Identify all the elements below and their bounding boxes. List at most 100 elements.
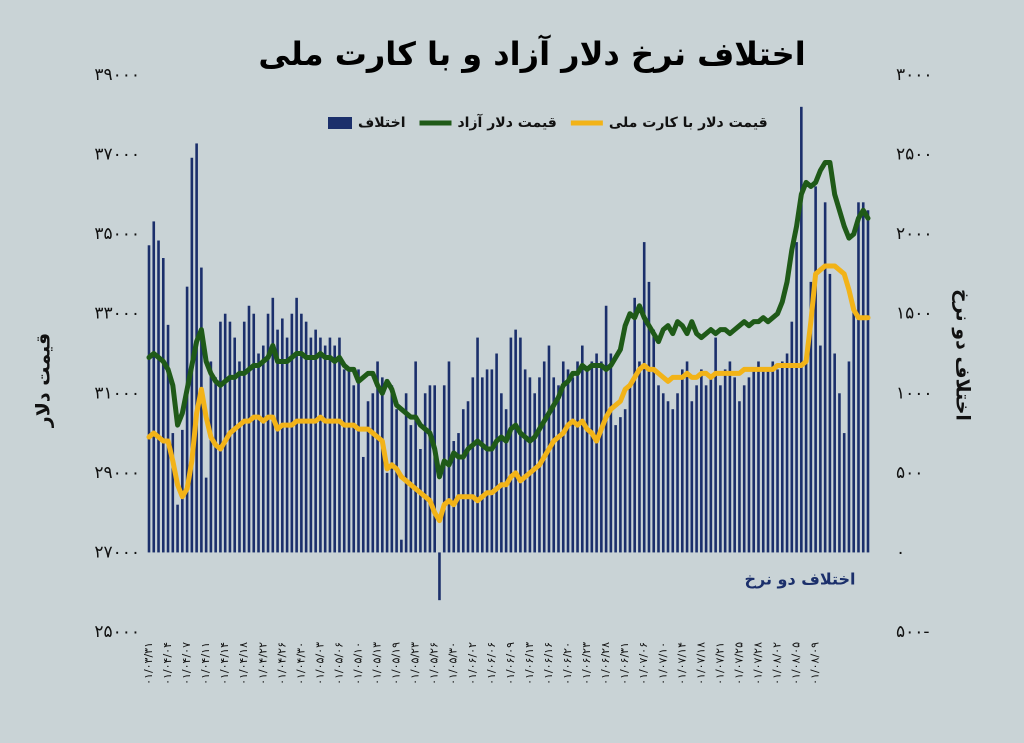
x-tick-label: ۰۱/۰۷/۲۱ (713, 642, 726, 685)
bar (780, 361, 784, 553)
x-tick-label: ۰۱/۰۵/۱۳ (371, 642, 384, 685)
y-tick-label: ۳۵۰۰۰ (94, 224, 140, 244)
bar (414, 361, 417, 553)
bar (171, 433, 175, 553)
bar (657, 385, 660, 553)
bar (309, 337, 313, 553)
bar (223, 313, 227, 553)
y2-tick-label: ۲۰۰۰ (896, 224, 933, 244)
x-tick-label: ۰۱/۰۵/۰۶ (332, 642, 345, 685)
bar (695, 385, 698, 553)
x-tick-label: ۰۱/۰۴/۳۰ (294, 642, 307, 685)
bar (700, 369, 703, 553)
y-tick-label: ۳۹۰۰۰ (94, 65, 140, 85)
bar (214, 377, 217, 553)
bar (785, 353, 789, 553)
bar (238, 361, 241, 553)
bar (242, 321, 246, 553)
y-tick-label: ۲۵۰۰۰ (94, 622, 140, 642)
x-tick-label: ۰۱/۰۸/۰۲ (771, 642, 784, 685)
bar (452, 441, 456, 553)
bar (481, 377, 484, 553)
bar (157, 240, 160, 553)
bar (690, 401, 694, 553)
y2-tick-label: ۱۵۰۰ (896, 304, 933, 324)
legend-label: قیمت دلار آزاد (458, 113, 557, 131)
x-tick-label: ۰۱/۰۴/۲۶ (275, 642, 288, 685)
x-tick-label: ۰۱/۰۶/۰۹ (504, 642, 517, 685)
bar (381, 377, 384, 553)
bar (742, 385, 746, 553)
y2-tick-label: ۳۰۰۰ (896, 65, 933, 85)
bar (704, 385, 708, 553)
bar (600, 361, 603, 553)
bar (304, 321, 308, 553)
bar (790, 321, 794, 553)
bar (233, 337, 237, 553)
bar (257, 353, 260, 553)
bar (857, 202, 860, 553)
bar (757, 361, 760, 553)
bar (609, 353, 613, 553)
legend-label: قیمت دلار با کارت ملی (609, 115, 768, 131)
y2-axis-title: اختلاف دو نرخ (952, 289, 974, 421)
bar (152, 221, 156, 553)
y2-tick-label: ۰ (896, 542, 905, 562)
x-tick-label: ۰۱/۰۴/۲۲ (256, 642, 269, 685)
bar (738, 401, 741, 553)
bar (357, 369, 360, 553)
bar (552, 377, 556, 553)
x-tick-label: ۰۱/۰۶/۲۰ (561, 642, 574, 685)
x-tick-label: ۰۱/۰۵/۲۳ (409, 642, 422, 685)
bar (519, 337, 522, 553)
bar (404, 393, 408, 553)
bar (585, 369, 589, 553)
x-tick-label: ۰۱/۰۶/۱۳ (523, 642, 536, 685)
bar (752, 369, 756, 553)
bar (476, 337, 479, 553)
bar (647, 281, 651, 553)
bar (528, 377, 532, 553)
bar (419, 448, 422, 553)
bar (861, 202, 865, 553)
bar (376, 361, 379, 553)
bar (323, 345, 327, 553)
bar (347, 369, 351, 553)
bar (295, 297, 298, 553)
bar (676, 393, 679, 553)
bar (566, 369, 570, 553)
bar (581, 345, 584, 553)
bar (261, 345, 265, 553)
bar (771, 361, 775, 553)
bar (680, 369, 684, 553)
bar (733, 377, 736, 553)
y-tick-label: ۲۷۰۰۰ (94, 542, 140, 562)
bar (285, 337, 289, 553)
bar (642, 242, 646, 553)
bar (385, 472, 389, 553)
bar (633, 297, 636, 553)
bar (776, 369, 779, 553)
x-tick-label: ۰۱/۰۴/۰۷ (180, 642, 193, 685)
bar (500, 393, 503, 553)
bar (185, 286, 189, 553)
bar (514, 329, 517, 553)
y-tick-label: ۳۱۰۰۰ (94, 383, 140, 403)
bar (728, 361, 732, 553)
x-tick-label: ۰۱/۰۸/۰۵ (790, 642, 803, 685)
bar (485, 369, 489, 553)
x-tick-label: ۰۱/۰۶/۲۳ (580, 642, 593, 685)
bar (828, 273, 832, 553)
y-tick-label: ۳۷۰۰۰ (94, 145, 140, 165)
bar (400, 539, 403, 553)
x-tick-label: ۰۱/۰۷/۱۰ (656, 642, 669, 685)
bar (438, 552, 441, 601)
x-tick-label: ۰۱/۰۶/۲۸ (599, 642, 612, 685)
x-tick-label: ۰۱/۰۳/۳۱ (142, 642, 155, 685)
bar (685, 361, 689, 553)
bar (161, 258, 165, 553)
line (146, 160, 871, 480)
x-tick-label: ۰۱/۰۶/۱۶ (542, 642, 555, 685)
bar (300, 313, 303, 553)
